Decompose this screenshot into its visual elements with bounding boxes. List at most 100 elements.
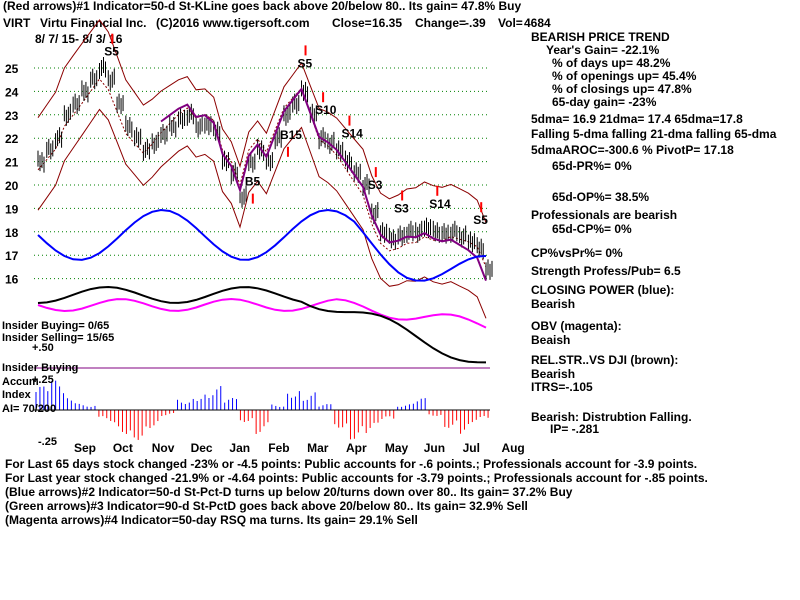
footer-line-5: (Magenta arrows)#4 Indicator=50-day RSQ … bbox=[5, 513, 418, 527]
month-label: Mar bbox=[307, 441, 329, 455]
month-label: May bbox=[385, 441, 409, 455]
aroc-line: 5dmaAROC=-300.6 % PivotP= 17.18 bbox=[531, 143, 734, 157]
closing-power-line bbox=[37, 208, 487, 282]
month-label: Jun bbox=[424, 441, 445, 455]
month-label: Nov bbox=[152, 441, 175, 455]
change-label: Change= bbox=[415, 16, 467, 30]
signal-label: S14 bbox=[429, 197, 451, 211]
trend-line-3: % of openings up= 45.4% bbox=[552, 69, 697, 83]
date-range: 8/ 7/ 15- 8/ 3/ 16 bbox=[35, 32, 123, 46]
y-tick-label: 16 bbox=[5, 273, 19, 287]
ticker-symbol: VIRT bbox=[3, 16, 31, 30]
pros-line: Professionals are bearish bbox=[531, 208, 678, 222]
dist-line: Bearish: Distrubtion Falling. bbox=[531, 410, 692, 424]
signal-label: B15 bbox=[280, 128, 302, 142]
accum-label-accum: Accum bbox=[2, 376, 39, 388]
pr-line: 65d-PR%= 0% bbox=[552, 159, 632, 173]
relstr-value: Bearish bbox=[531, 367, 576, 381]
vol-label: Vol= bbox=[498, 16, 523, 30]
signal-label: S5 bbox=[298, 56, 313, 70]
month-label: Oct bbox=[113, 441, 133, 455]
y-tick-label: 25 bbox=[5, 62, 19, 76]
trend-line-4: % of closings up= 47.8% bbox=[552, 82, 692, 96]
price-y-axis: 25 24 23 22 21 20 19 18 17 16 bbox=[5, 62, 19, 287]
y-tick-label: 24 bbox=[5, 85, 19, 99]
bollinger-bands bbox=[37, 19, 487, 319]
month-axis: Sep Oct Nov Dec Jan Feb Mar Apr May Jun Jul Aug bbox=[74, 441, 525, 455]
obv-series bbox=[37, 297, 487, 329]
month-label: Jul bbox=[463, 441, 480, 455]
cpvspr-line: CP%vsPr%= 0% bbox=[531, 246, 623, 260]
price-bars bbox=[37, 57, 493, 280]
dma-line: 5dma= 16.9 21dma= 17.4 65dma=17.8 bbox=[531, 112, 743, 126]
indicator-1-caption: (Red arrows)#1 Indicator=50-d St-KLine g… bbox=[3, 0, 522, 13]
signal-label: B5 bbox=[245, 175, 261, 189]
y-tick-label: 19 bbox=[5, 202, 19, 216]
accum-label-insider: Insider Buying bbox=[2, 362, 79, 374]
y-tick-label: 20 bbox=[5, 179, 19, 193]
signal-label: S3 bbox=[368, 178, 383, 192]
signal-label: S5 bbox=[104, 45, 119, 59]
signal-label: S3 bbox=[394, 201, 409, 215]
signal-annotations: S5 B5 B15 S5 S10 S14 S3 S3 S14 S5 bbox=[104, 33, 488, 227]
strength-line: Strength Profess/Pub= 6.5 bbox=[531, 264, 681, 278]
month-label: Jan bbox=[229, 441, 250, 455]
y-tick-label: 22 bbox=[5, 132, 19, 146]
obv-title: OBV (magenta): bbox=[531, 319, 622, 333]
op-line: 65d-OP%= 38.5% bbox=[552, 190, 650, 204]
company-name: Virtu Financial Inc. bbox=[40, 16, 147, 30]
close-value: 16.35 bbox=[372, 16, 403, 30]
lower-band bbox=[37, 108, 487, 319]
footer-line-2: For Last year stock changed -21.9% or -4… bbox=[5, 471, 708, 485]
trend-title: BEARISH PRICE TREND bbox=[531, 30, 670, 44]
accum-label-index: Index bbox=[2, 389, 31, 401]
change-value: -.39 bbox=[465, 16, 486, 30]
accum-index-histogram bbox=[34, 380, 490, 440]
falling-line: Falling 5-dma falling 21-dma falling 65-… bbox=[531, 127, 777, 141]
accum-tick-minus25: -.25 bbox=[38, 436, 57, 448]
footer-line-4: (Green arrows)#3 Indicator=90-d St-PctD … bbox=[5, 499, 528, 513]
y-tick-label: 21 bbox=[5, 156, 19, 170]
closing-power-series bbox=[37, 208, 487, 282]
closing-power-value: Bearish bbox=[531, 297, 576, 311]
y-tick-label: 23 bbox=[5, 109, 19, 123]
signal-label: S5 bbox=[473, 213, 488, 227]
close-label: Close= bbox=[332, 16, 372, 30]
relative-strength-line bbox=[34, 285, 490, 369]
month-label: Dec bbox=[191, 441, 213, 455]
relstr-title: REL.STR..VS DJI (brown): bbox=[531, 353, 679, 367]
trend-line-5: 65-day gain= -23% bbox=[552, 95, 657, 109]
month-label: Aug bbox=[501, 441, 524, 455]
footer-line-3: (Blue arrows)#2 Indicator=50-d St-Pct-D … bbox=[5, 485, 573, 499]
trend-line-2: % of days up= 48.2% bbox=[552, 56, 671, 70]
ma-65-line bbox=[160, 86, 487, 281]
accum-ai-value: AI= 70/200 bbox=[2, 403, 57, 415]
closing-power-title: CLOSING POWER (blue): bbox=[531, 283, 675, 297]
month-label: Apr bbox=[346, 441, 367, 455]
middle-band bbox=[37, 78, 487, 268]
accum-tick-plus50: +.50 bbox=[32, 342, 54, 354]
upper-band bbox=[37, 19, 487, 223]
insider-buying: Insider Buying= 0/65 bbox=[2, 320, 110, 332]
signal-label: S14 bbox=[341, 127, 363, 141]
signal-label: S10 bbox=[315, 103, 337, 117]
month-label: Feb bbox=[268, 441, 289, 455]
copyright-text: (C)2016 www.tigersoft.com bbox=[156, 16, 310, 30]
y-tick-label: 18 bbox=[5, 226, 19, 240]
obv-line bbox=[37, 297, 487, 329]
y-tick-label: 17 bbox=[5, 249, 19, 263]
footer-line-1: For Last 65 days stock changed -23% or -… bbox=[5, 457, 698, 471]
vol-value: 4684 bbox=[524, 16, 551, 30]
price-grid bbox=[34, 67, 490, 280]
cp-line: 65d-CP%= 0% bbox=[552, 222, 632, 236]
obv-value: Beaish bbox=[531, 333, 571, 347]
moving-average bbox=[160, 86, 487, 281]
ip-line: IP= -.281 bbox=[550, 422, 600, 436]
rel-strength-series bbox=[37, 285, 487, 364]
insider-selling: Insider Selling= 15/65 bbox=[2, 332, 115, 344]
accum-tick-plus25: +.25 bbox=[32, 374, 54, 386]
month-label: Sep bbox=[74, 441, 96, 455]
itrs-line: ITRS=-.105 bbox=[531, 380, 593, 394]
trend-line-1: Year's Gain= -22.1% bbox=[546, 43, 660, 57]
